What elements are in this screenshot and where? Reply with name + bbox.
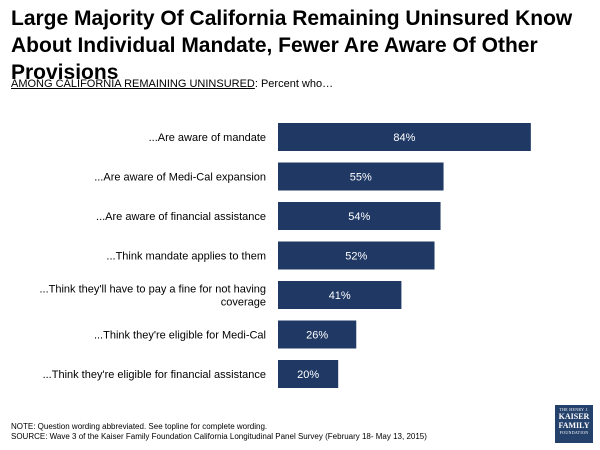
subtitle-rest: : Percent who… xyxy=(254,78,334,90)
bar-value-label: 52% xyxy=(345,251,367,263)
logo-line-3: FOUNDATION xyxy=(559,430,589,435)
bar-value-label: 41% xyxy=(329,290,351,302)
bar xyxy=(278,281,402,309)
bar xyxy=(278,360,339,388)
category-label: ...Are aware of Medi-Cal expansion xyxy=(94,172,266,184)
subtitle-population: AMONG CALIFORNIA REMAINING UNINSURED xyxy=(11,78,255,90)
footer: NOTE: Question wording abbreviated. See … xyxy=(11,422,427,442)
bar xyxy=(278,123,531,151)
bar-chart: 84% ...Are aware of mandate 55% ...Are awar… xyxy=(39,123,531,388)
bar xyxy=(278,320,357,349)
category-label: ...Are aware of mandate xyxy=(149,132,266,144)
bar xyxy=(278,241,435,270)
bar xyxy=(278,202,441,230)
chart-title: Large Majority Of California Remaining U… xyxy=(11,7,573,84)
chart-subtitle: AMONG CALIFORNIA REMAINING UNINSURED: Pe… xyxy=(11,78,333,90)
category-label: ...Are aware of financial assistance xyxy=(96,211,266,223)
category-label: ...Think they're eligible for financial … xyxy=(43,369,266,381)
category-label: ...Think mandate applies to them xyxy=(106,251,266,263)
bar-value-label: 26% xyxy=(306,330,328,342)
logo-line-2a: KAISER xyxy=(558,412,590,421)
bar-value-label: 84% xyxy=(393,132,415,144)
logo-line-1: THE HENRY J. xyxy=(559,407,589,412)
bar-value-label: 55% xyxy=(350,172,372,184)
kff-logo: THE HENRY J. KAISER FAMILY FOUNDATION xyxy=(555,405,593,443)
footer-note: NOTE: Question wording abbreviated. See … xyxy=(11,422,268,431)
logo-line-2b: FAMILY xyxy=(558,421,590,430)
category-label: ...Think they'll have to pay a fine for … xyxy=(39,284,266,296)
category-label: coverage xyxy=(221,297,266,309)
footer-source: SOURCE: Wave 3 of the Kaiser Family Foun… xyxy=(11,432,427,441)
category-label: ...Think they're eligible for Medi-Cal xyxy=(94,330,266,342)
bar-value-label: 54% xyxy=(348,211,370,223)
bar xyxy=(278,162,444,191)
bar-value-label: 20% xyxy=(297,369,319,381)
